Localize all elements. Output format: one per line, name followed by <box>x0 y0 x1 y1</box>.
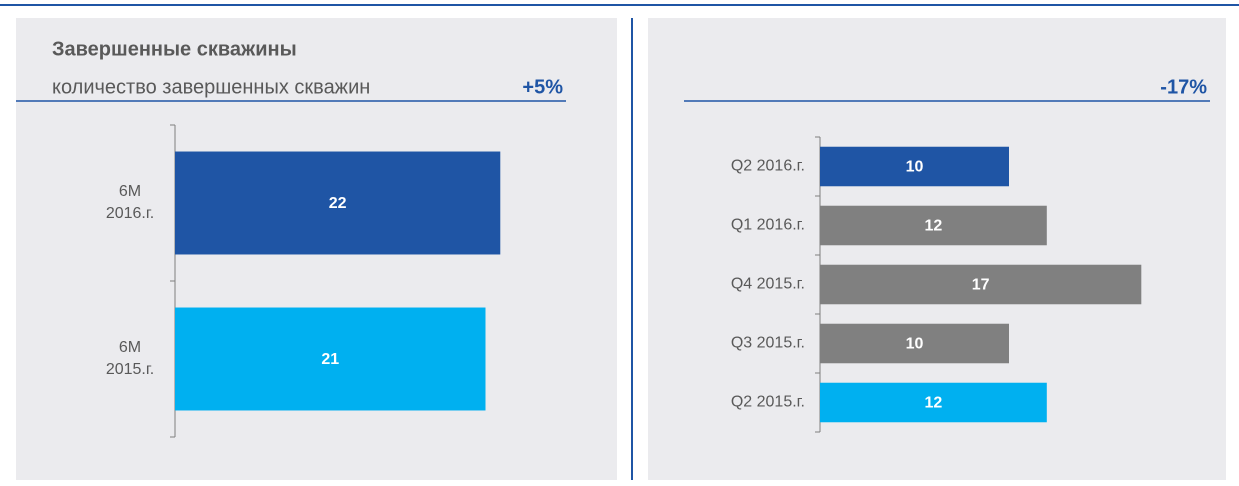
category-label: Q2 2015.г. <box>731 394 805 411</box>
category-label: Q2 2016.г. <box>731 158 805 175</box>
bar <box>175 151 501 255</box>
chart-title: Завершенные скважины <box>52 38 297 60</box>
category-label: Q4 2015.г. <box>731 276 805 293</box>
bar <box>820 382 1047 423</box>
change-annotation: -17% <box>1160 76 1207 98</box>
category-label: Q3 2015.г. <box>731 335 805 352</box>
bar <box>175 307 486 411</box>
value-label: 22 <box>329 195 347 212</box>
value-label: 17 <box>972 277 990 294</box>
category-label: Q1 2016.г. <box>731 217 805 234</box>
bar <box>820 264 1142 305</box>
chart-subtitle: количество завершенных скважин <box>52 76 370 98</box>
value-label: 21 <box>321 351 339 368</box>
value-label: 12 <box>925 218 943 235</box>
value-label: 10 <box>906 159 924 176</box>
change-annotation: +5% <box>522 76 563 98</box>
category-label: 6M 2015.г. <box>106 339 154 378</box>
bar <box>820 323 1009 364</box>
value-label: 10 <box>906 336 924 353</box>
value-label: 12 <box>925 395 943 412</box>
bar <box>820 205 1047 246</box>
category-label: 6M 2016.г. <box>106 183 154 222</box>
bar <box>820 146 1009 187</box>
